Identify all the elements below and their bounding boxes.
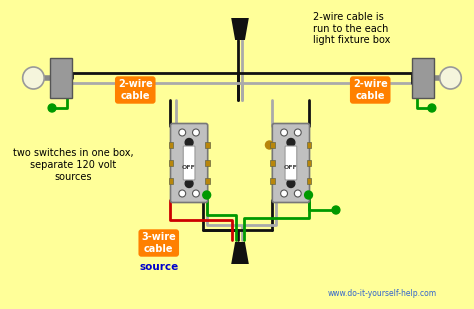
Bar [169,178,173,184]
Bar [270,160,275,166]
Circle shape [294,190,301,197]
Bar [169,142,173,148]
Bar [205,142,210,148]
Bar [205,160,210,166]
Circle shape [281,129,288,136]
Text: two switches in one box,
separate 120 volt
sources: two switches in one box, separate 120 vo… [13,148,134,182]
Circle shape [192,190,200,197]
Circle shape [428,104,436,112]
Bar [307,160,311,166]
Circle shape [287,180,295,188]
Polygon shape [231,242,249,264]
Circle shape [185,138,193,146]
Text: www.do-it-yourself-help.com: www.do-it-yourself-help.com [328,289,437,298]
FancyBboxPatch shape [273,124,310,202]
Text: 2-wire
cable: 2-wire cable [118,79,153,101]
Circle shape [48,104,56,112]
Bar [307,178,311,184]
Circle shape [332,206,340,214]
Circle shape [305,191,312,199]
Circle shape [281,190,288,197]
Text: source: source [139,262,178,272]
Bar [307,142,311,148]
Bar [169,160,173,166]
FancyBboxPatch shape [171,124,208,202]
Ellipse shape [440,67,461,89]
Bar [270,142,275,148]
Text: 2-wire cable is
run to the each
light fixture box: 2-wire cable is run to the each light fi… [313,12,391,45]
FancyBboxPatch shape [183,146,195,180]
Text: 2-wire
cable: 2-wire cable [353,79,388,101]
Circle shape [265,141,273,149]
Circle shape [287,138,295,146]
Bar [50,58,72,98]
Ellipse shape [23,67,44,89]
Circle shape [179,190,186,197]
Circle shape [179,129,186,136]
Text: OFF: OFF [182,164,196,170]
Text: OFF: OFF [284,164,298,170]
Polygon shape [231,18,249,40]
Circle shape [192,129,200,136]
FancyBboxPatch shape [285,146,297,180]
Bar [270,178,275,184]
Circle shape [294,129,301,136]
Circle shape [185,180,193,188]
Text: 3-wire
cable: 3-wire cable [141,232,176,254]
Circle shape [203,191,210,199]
Bar [412,58,434,98]
Bar [205,178,210,184]
